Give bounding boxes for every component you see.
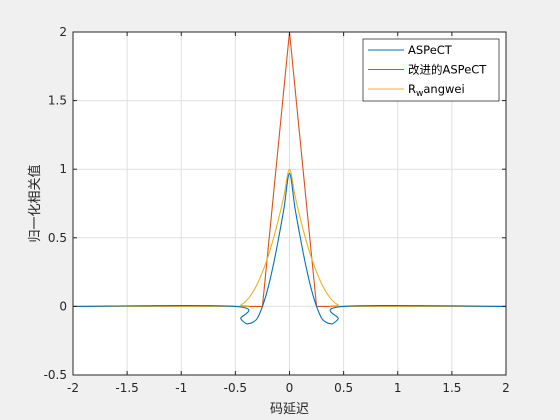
legend-label: ASPeCT [408, 43, 453, 57]
x-tick-label: 2 [502, 381, 510, 395]
series-line-2 [72, 168, 507, 308]
y-tick-label: 0 [59, 299, 67, 313]
x-tick-labels: -2 -1.5 -1 -0.5 0 0.5 1 1.5 2 [67, 381, 510, 395]
x-tick-label: 1 [394, 381, 402, 395]
y-tick-label: 1.5 [48, 94, 67, 108]
x-tick-label: 0 [286, 381, 294, 395]
y-tick-labels: -0.5 0 0.5 1 1.5 2 [44, 25, 67, 382]
y-tick-label: 1 [59, 162, 67, 176]
tick-marks [72, 31, 507, 376]
x-tick-label: -1 [175, 381, 187, 395]
x-tick-label: 0.5 [334, 381, 353, 395]
x-tick-label: 1.5 [442, 381, 461, 395]
x-tick-label: -1.5 [115, 381, 138, 395]
y-axis-label: 归一化相关值 [27, 164, 43, 242]
legend-label: 改进的ASPeCT [408, 63, 487, 77]
x-axis-label: 码延迟 [270, 402, 309, 417]
x-tick-label: -2 [67, 381, 79, 395]
series-line-0 [72, 172, 507, 325]
x-tick-label: -0.5 [224, 381, 247, 395]
y-tick-label: -0.5 [44, 368, 67, 382]
y-tick-label: 2 [59, 25, 67, 39]
y-tick-label: 0.5 [48, 231, 67, 245]
